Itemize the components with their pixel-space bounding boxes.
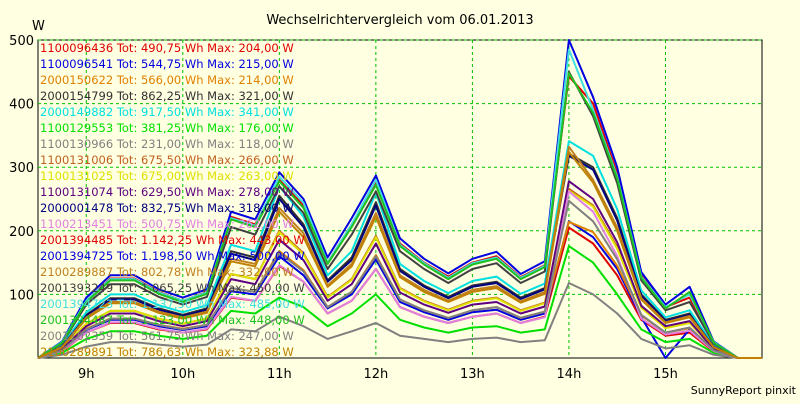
legend-entry: 1100129553 Tot: 381,25 Wh Max: 176,00 W (40, 121, 294, 135)
y-tick-label: 100 (9, 288, 34, 303)
legend-entry: 1100096541 Tot: 544,75 Wh Max: 215,00 W (40, 57, 294, 71)
legend-entry: 1100131025 Tot: 675,00 Wh Max: 263,00 W (40, 169, 294, 183)
legend-entry: 2001394487 Tot: 1.123,00 Wh Max: 448,00 … (40, 313, 305, 327)
series-line-2001394487 (37, 72, 762, 359)
y-tick-label: 200 (9, 225, 34, 240)
legend-entry: 2000149882 Tot: 917,50 Wh Max: 341,00 W (40, 105, 294, 119)
legend-entry: 2000150622 Tot: 566,00 Wh Max: 214,00 W (40, 73, 294, 87)
y-tick-label: 300 (9, 161, 34, 176)
series-line-1100131074 (37, 180, 762, 359)
x-tick-label: 10h (170, 367, 195, 382)
legend-entry: 2001394725 Tot: 1.198,50 Wh Max: 500,00 … (40, 249, 305, 263)
legend-entry: 2001393249 Tot: 1.065,25 Wh Max: 450,00 … (40, 281, 305, 295)
series-line-1100131025 (37, 189, 762, 359)
x-tick-label: 14h (557, 367, 582, 382)
series-line-1100130966 (37, 282, 762, 359)
legend-entry: 2000001478 Tot: 832,75 Wh Max: 318,00 W (40, 201, 294, 215)
x-tick-label: 12h (363, 367, 388, 382)
x-tick-label: 15h (653, 367, 678, 382)
x-tick-label: 13h (460, 367, 485, 382)
series-line-2001102359 (37, 199, 762, 359)
legend: 1100096436 Tot: 490,75 Wh Max: 204,00 W 1… (40, 41, 305, 359)
legend-entry: 1100130966 Tot: 231,00 Wh Max: 118,00 W (40, 137, 294, 151)
y-tick-label: 500 (9, 34, 34, 49)
x-tick-layer: 9h 10h 11h 12h 13h 14h 15h (78, 367, 678, 382)
legend-entry: 1100096436 Tot: 490,75 Wh Max: 204,00 W (40, 41, 294, 55)
series-line-2100289891 (37, 151, 762, 359)
legend-entry: 1100131074 Tot: 629,50 Wh Max: 278,00 W (40, 185, 294, 199)
series-line-2001393249 (37, 70, 762, 359)
legend-entry: 1100131006 Tot: 675,50 Wh Max: 266,00 W (40, 153, 294, 167)
legend-entry: 2001102359 Tot: 561,75 Wh Max: 247,00 W (40, 329, 294, 343)
footer-credit: SunnyReport pinxit (691, 384, 797, 397)
x-tick-label: 9h (78, 367, 95, 382)
legend-entry: 2001394485 Tot: 1.142,25 Wh Max: 443,00 … (40, 233, 305, 247)
legend-entry: 2000154799 Tot: 862,25 Wh Max: 321,00 W (40, 89, 294, 103)
x-tick-label: 11h (267, 367, 292, 382)
legend-entry: 2100289891 Tot: 786,63 Wh Max: 323,88 W (40, 345, 294, 359)
series-line-1100213451 (37, 190, 762, 359)
series-line-2001394725 (37, 39, 762, 359)
y-tick-label: 400 (9, 98, 34, 113)
legend-entry: 2001394723 Tot: 1.137,50 Wh Max: 485,00 … (40, 297, 305, 311)
series-line-2000149882 (37, 140, 762, 359)
chart-title: Wechselrichtervergleich vom 06.01.2013 (266, 13, 533, 28)
series-layer (37, 39, 762, 359)
legend-entry: 2100289887 Tot: 802,78 Wh Max: 332,00 W (40, 265, 294, 279)
legend-entry: 1100213451 Tot: 500,75 Wh Max: 262,00 W (40, 217, 294, 231)
series-line-1100129553 (37, 245, 762, 359)
y-axis-unit-label: W (32, 19, 45, 34)
y-tick-layer: 100 200 300 400 500 (9, 34, 34, 303)
